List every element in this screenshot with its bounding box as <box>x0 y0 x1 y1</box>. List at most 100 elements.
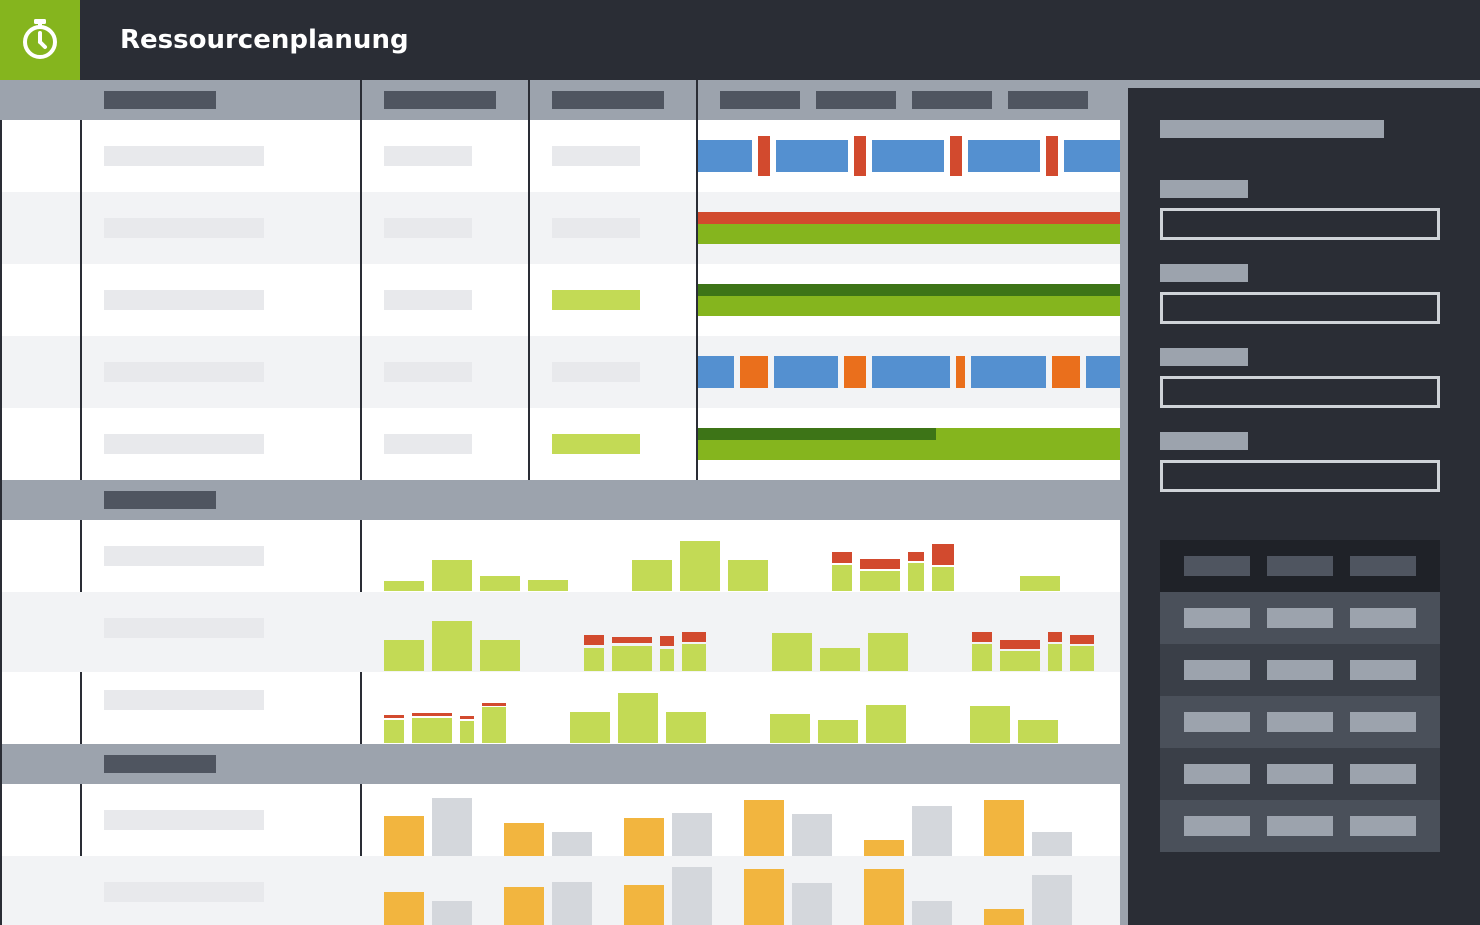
gantt-marker <box>854 136 866 176</box>
gantt-bar <box>872 356 950 388</box>
table-row[interactable] <box>1160 592 1440 644</box>
chart-bar <box>460 721 474 743</box>
gantt-marker <box>1046 136 1058 176</box>
chart-bar-overload <box>832 552 852 563</box>
cell-placeholder <box>552 362 640 382</box>
text-field[interactable] <box>1160 460 1440 492</box>
column-header-3[interactable] <box>552 91 664 109</box>
status-badge <box>552 290 640 310</box>
table-cell <box>1350 712 1416 732</box>
table-cell <box>1267 816 1333 836</box>
chart-bar <box>504 887 544 925</box>
chart-bar <box>908 563 924 591</box>
column-divider[interactable] <box>528 80 530 480</box>
chart-bar <box>792 814 832 856</box>
chart-bar-overload <box>660 636 674 646</box>
text-field[interactable] <box>1160 292 1440 324</box>
text-field[interactable] <box>1160 376 1440 408</box>
gantt-bar <box>698 356 734 388</box>
cell-placeholder <box>104 434 264 454</box>
chart-bar <box>864 869 904 925</box>
chart-bar-overload <box>412 713 452 716</box>
top-bar <box>0 0 1480 80</box>
chart-bar <box>624 818 664 856</box>
chart-bar <box>504 823 544 856</box>
chart-bar <box>552 832 592 856</box>
panel-title <box>1160 120 1384 138</box>
capacity-bar-chart <box>384 798 1072 925</box>
details-panel <box>1128 88 1480 925</box>
section-title[interactable] <box>104 755 216 773</box>
chart-bar <box>912 901 952 925</box>
section-title[interactable] <box>104 491 216 509</box>
chart-bar <box>480 640 520 671</box>
chart-bar-overload <box>1070 635 1094 644</box>
chart-bar <box>528 580 568 591</box>
chart-bar <box>1048 644 1062 671</box>
chart-bar <box>1000 651 1040 671</box>
gantt-bar <box>971 356 1046 388</box>
chart-bar <box>384 892 424 925</box>
chart-bar <box>860 571 900 591</box>
field-label <box>1160 432 1248 450</box>
chart-bar-overload <box>972 632 992 642</box>
scrollbar-track[interactable] <box>1120 80 1128 925</box>
chart-bar <box>384 816 424 856</box>
chart-bar <box>570 712 610 743</box>
column-header-period-1[interactable] <box>720 91 800 109</box>
cell-placeholder <box>104 810 264 830</box>
chart-bar <box>666 712 706 743</box>
gantt-bar <box>698 212 1120 224</box>
chart-bar-overload <box>682 632 706 642</box>
chart-bar <box>482 707 506 743</box>
table-cell <box>1350 816 1416 836</box>
chart-bar <box>744 869 784 925</box>
chart-bar <box>480 576 520 591</box>
app-logo[interactable] <box>0 0 80 80</box>
column-divider[interactable] <box>696 80 698 480</box>
cell-placeholder <box>104 146 264 166</box>
chart-bar <box>672 813 712 856</box>
table-row[interactable] <box>1160 644 1440 696</box>
workload-bar-chart <box>384 541 1094 743</box>
text-field[interactable] <box>1160 208 1440 240</box>
gantt-bar <box>872 140 944 172</box>
chart-bar-overload <box>384 715 404 718</box>
chart-bar-overload <box>1048 632 1062 642</box>
table-header-cell[interactable] <box>1267 556 1333 576</box>
gantt-bar <box>698 224 1120 244</box>
column-header-period-2[interactable] <box>816 91 896 109</box>
chart-bar <box>770 714 810 743</box>
chart-bar <box>832 565 852 591</box>
table-header-row <box>1160 540 1440 592</box>
column-header-period-3[interactable] <box>912 91 992 109</box>
chart-bar <box>728 560 768 591</box>
gantt-bar <box>698 296 1120 316</box>
chart-bar <box>680 541 720 591</box>
chart-bar <box>1070 646 1094 671</box>
gantt-timeline[interactable] <box>696 120 1120 480</box>
table-header-cell[interactable] <box>1184 556 1250 576</box>
gantt-bar <box>956 356 965 388</box>
chart-bar <box>1020 576 1060 591</box>
cell-placeholder <box>104 882 264 902</box>
chart-bar <box>660 649 674 671</box>
chart-bar <box>772 633 812 671</box>
gantt-bar <box>698 284 1120 296</box>
chart-bar-overload <box>932 544 954 565</box>
table-row[interactable] <box>1160 696 1440 748</box>
table-cell <box>1350 764 1416 784</box>
cell-placeholder <box>384 434 472 454</box>
chart-bar <box>384 720 404 743</box>
table-row[interactable] <box>1160 748 1440 800</box>
chart-bar <box>868 633 908 671</box>
chart-bar <box>972 644 992 671</box>
table-header-cell[interactable] <box>1350 556 1416 576</box>
chart-bar <box>584 648 604 671</box>
chart-bar <box>552 882 592 925</box>
table-row[interactable] <box>1160 800 1440 852</box>
column-header-period-4[interactable] <box>1008 91 1088 109</box>
field-label <box>1160 180 1248 198</box>
column-header-name[interactable] <box>104 91 216 109</box>
column-header-2[interactable] <box>384 91 496 109</box>
